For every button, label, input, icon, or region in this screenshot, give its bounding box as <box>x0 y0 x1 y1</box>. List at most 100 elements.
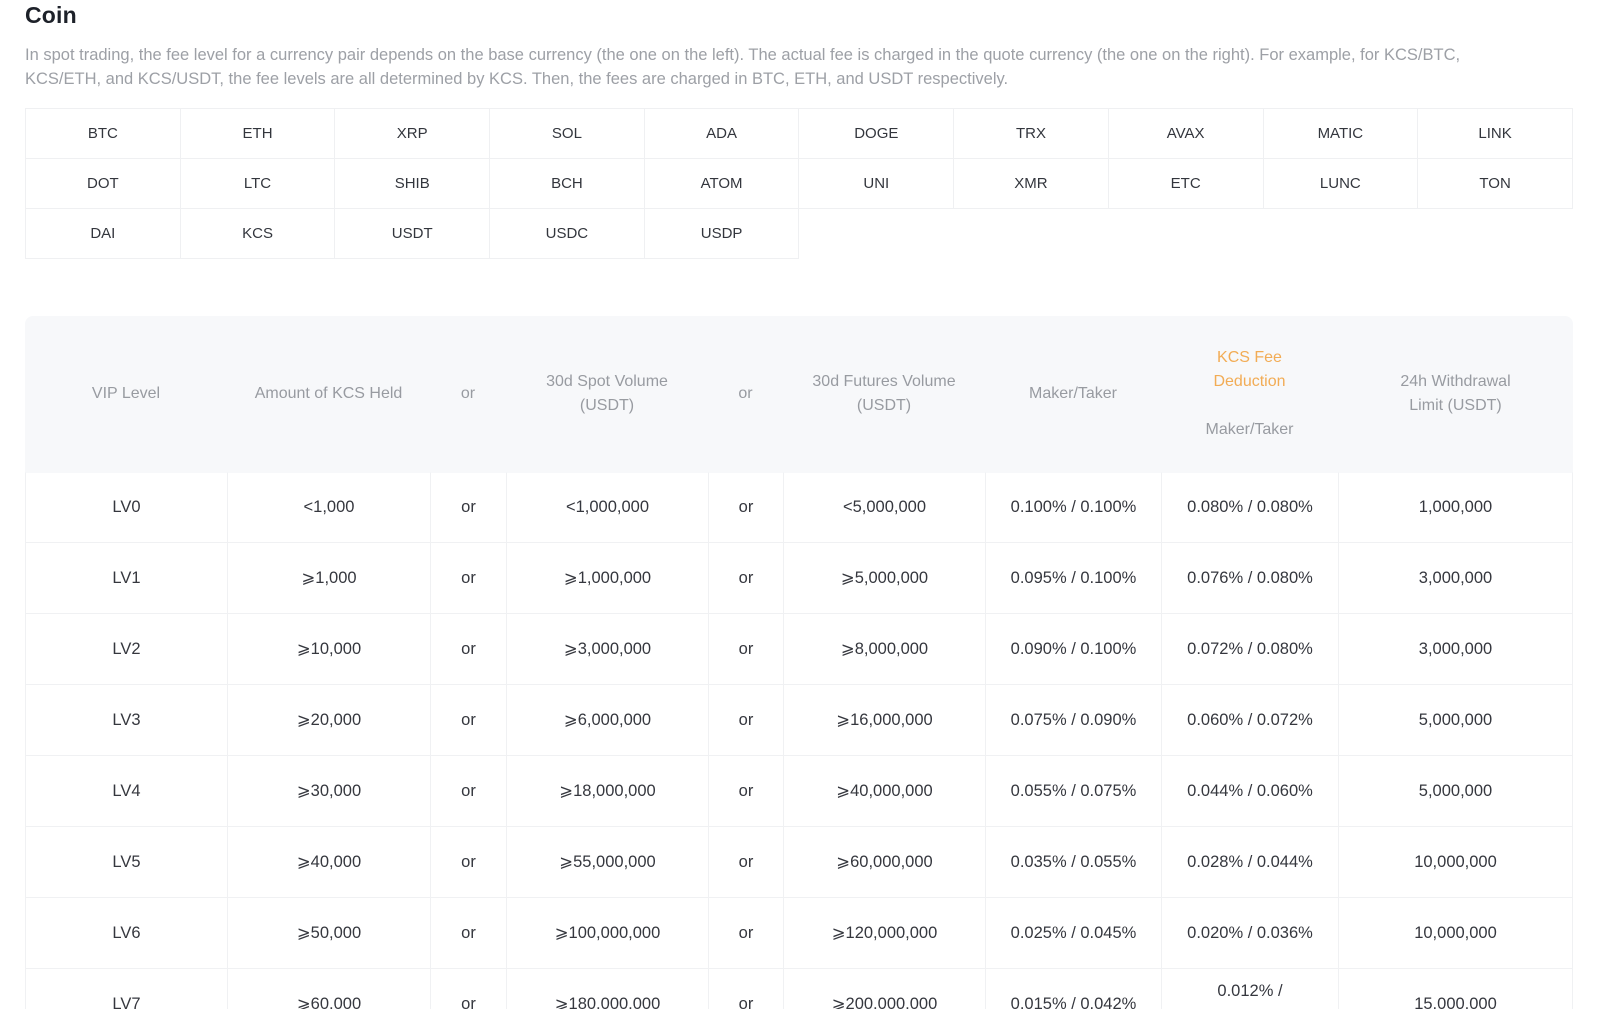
vip-fee-table: VIP Level Amount of KCS Held or 30d Spot… <box>25 316 1573 1009</box>
cell-futures-volume: ⩾60,000,000 <box>783 827 985 898</box>
coin-cell-ton: TON <box>1417 158 1573 209</box>
cell-maker-taker: 0.035% / 0.055% <box>985 827 1161 898</box>
fee-description: In spot trading, the fee level for a cur… <box>25 46 1461 88</box>
cell-maker-taker: 0.100% / 0.100% <box>985 472 1161 543</box>
cell-kcs-held: ⩾1,000 <box>227 543 430 614</box>
cell-or: or <box>430 543 506 614</box>
coin-cell-uni: UNI <box>798 158 955 209</box>
header-vip-level: VIP Level <box>25 316 227 472</box>
coin-cell-usdp: USDP <box>643 208 800 259</box>
coin-cell-dot: DOT <box>25 158 181 209</box>
cell-futures-volume: ⩾200,000,000 <box>783 969 985 1009</box>
fee-row-lv2: LV2 ⩾10,000 or ⩾3,000,000 or ⩾8,000,000 … <box>25 614 1573 685</box>
cell-spot-volume: ⩾18,000,000 <box>506 756 708 827</box>
coin-cell-btc: BTC <box>25 108 181 159</box>
cell-vip-level: LV5 <box>25 827 227 898</box>
coin-cell-lunc: LUNC <box>1262 158 1419 209</box>
fee-row-lv0: LV0 <1,000 or <1,000,000 or <5,000,000 0… <box>25 472 1573 543</box>
header-maker-taker: Maker/Taker <box>985 316 1161 472</box>
coin-cell-ada: ADA <box>643 108 800 159</box>
coin-cell-xrp: XRP <box>334 108 491 159</box>
coin-cell-eth: ETH <box>179 108 336 159</box>
coin-cell-bch: BCH <box>489 158 645 209</box>
cell-or: or <box>708 685 783 756</box>
coin-grid-row: DAI KCS USDT USDC USDP <box>25 208 1573 259</box>
fee-row-lv1: LV1 ⩾1,000 or ⩾1,000,000 or ⩾5,000,000 0… <box>25 543 1573 614</box>
coin-cell-sol: SOL <box>489 108 645 159</box>
cell-withdrawal-limit: 5,000,000 <box>1338 685 1573 756</box>
cell-or: or <box>708 969 783 1009</box>
cell-or: or <box>430 472 506 543</box>
cell-kcs-fee: 0.072% / 0.080% <box>1161 614 1338 685</box>
cell-maker-taker: 0.025% / 0.045% <box>985 898 1161 969</box>
cell-kcs-fee: 0.060% / 0.072% <box>1161 685 1338 756</box>
cell-or: or <box>430 969 506 1009</box>
cell-kcs-held: ⩾30,000 <box>227 756 430 827</box>
cell-kcs-held: ⩾50,000 <box>227 898 430 969</box>
cell-spot-volume: ⩾3,000,000 <box>506 614 708 685</box>
cell-or: or <box>708 472 783 543</box>
cell-withdrawal-limit: 3,000,000 <box>1338 614 1573 685</box>
kcs-fee-deduction-label: KCS Fee Deduction <box>1213 349 1286 390</box>
cell-kcs-fee: 0.028% / 0.044% <box>1161 827 1338 898</box>
header-or-1: or <box>430 316 506 472</box>
cell-kcs-held: <1,000 <box>227 472 430 543</box>
cell-spot-volume: ⩾180,000,000 <box>506 969 708 1009</box>
coin-grid: BTC ETH XRP SOL ADA DOGE TRX AVAX MATIC … <box>25 108 1573 259</box>
cell-vip-level: LV6 <box>25 898 227 969</box>
cell-vip-level: LV4 <box>25 756 227 827</box>
coin-cell-etc: ETC <box>1107 158 1264 209</box>
cell-maker-taker: 0.075% / 0.090% <box>985 685 1161 756</box>
cell-or: or <box>708 756 783 827</box>
cell-withdrawal-limit: 10,000,000 <box>1338 827 1573 898</box>
cell-kcs-held: ⩾60,000 <box>227 969 430 1009</box>
cell-vip-level: LV0 <box>25 472 227 543</box>
coin-cell-shib: SHIB <box>334 158 491 209</box>
coin-cell-usdc: USDC <box>489 208 645 259</box>
cell-maker-taker: 0.095% / 0.100% <box>985 543 1161 614</box>
coin-grid-empty-space <box>799 209 1573 259</box>
header-withdrawal-limit: 24h Withdrawal Limit (USDT) <box>1338 316 1573 472</box>
page-title: Coin <box>25 2 77 28</box>
coin-cell-matic: MATIC <box>1262 108 1419 159</box>
coin-cell-trx: TRX <box>953 108 1109 159</box>
cell-withdrawal-limit: 10,000,000 <box>1338 898 1573 969</box>
cell-or: or <box>708 614 783 685</box>
coin-cell-xmr: XMR <box>953 158 1109 209</box>
cell-spot-volume: ⩾6,000,000 <box>506 685 708 756</box>
header-kcs-held: Amount of KCS Held <box>227 316 430 472</box>
cell-kcs-held: ⩾10,000 <box>227 614 430 685</box>
coin-cell-doge: DOGE <box>798 108 955 159</box>
coin-cell-atom: ATOM <box>643 158 800 209</box>
cell-withdrawal-limit: 5,000,000 <box>1338 756 1573 827</box>
fee-row-lv7: LV7 ⩾60,000 or ⩾180,000,000 or ⩾200,000,… <box>25 969 1573 1009</box>
cell-or: or <box>430 614 506 685</box>
cell-futures-volume: ⩾8,000,000 <box>783 614 985 685</box>
coin-cell-usdt: USDT <box>334 208 491 259</box>
cell-spot-volume: ⩾55,000,000 <box>506 827 708 898</box>
fee-row-lv5: LV5 ⩾40,000 or ⩾55,000,000 or ⩾60,000,00… <box>25 827 1573 898</box>
cell-withdrawal-limit: 15,000,000 <box>1338 969 1573 1009</box>
cell-spot-volume: ⩾1,000,000 <box>506 543 708 614</box>
cell-or: or <box>708 543 783 614</box>
cell-kcs-fee: 0.044% / 0.060% <box>1161 756 1338 827</box>
header-spot-volume: 30d Spot Volume (USDT) <box>506 316 708 472</box>
coin-grid-row: DOT LTC SHIB BCH ATOM UNI XMR ETC LUNC T… <box>25 158 1573 209</box>
coin-cell-kcs: KCS <box>179 208 336 259</box>
cell-kcs-fee: 0.080% / 0.080% <box>1161 472 1338 543</box>
cell-futures-volume: ⩾16,000,000 <box>783 685 985 756</box>
coin-cell-ltc: LTC <box>179 158 336 209</box>
header-or-2: or <box>708 316 783 472</box>
cell-withdrawal-limit: 3,000,000 <box>1338 543 1573 614</box>
cell-or: or <box>708 898 783 969</box>
coin-cell-dai: DAI <box>25 208 181 259</box>
kcs-fee-deduction-sublabel: Maker/Taker <box>1205 421 1294 438</box>
fee-row-lv3: LV3 ⩾20,000 or ⩾6,000,000 or ⩾16,000,000… <box>25 685 1573 756</box>
cell-futures-volume: ⩾5,000,000 <box>783 543 985 614</box>
cell-spot-volume: <1,000,000 <box>506 472 708 543</box>
cell-or: or <box>430 827 506 898</box>
cell-kcs-fee: 0.012% / 0.0336% <box>1161 969 1338 1009</box>
fee-table-header-row: VIP Level Amount of KCS Held or 30d Spot… <box>25 316 1573 472</box>
cell-maker-taker: 0.015% / 0.042% <box>985 969 1161 1009</box>
